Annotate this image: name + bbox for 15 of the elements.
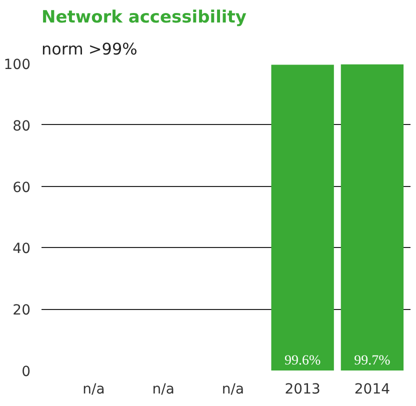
- x-tick-label: n/a: [152, 382, 174, 398]
- y-tick-label: 80: [12, 118, 31, 134]
- y-tick-label: 20: [12, 302, 31, 319]
- x-tick-label: 2014: [354, 382, 390, 398]
- y-tick-label: 60: [12, 180, 31, 196]
- data-label: 99.6%: [284, 354, 322, 368]
- data-label: 99.7%: [354, 354, 391, 368]
- y-tick-label: 100: [4, 57, 31, 73]
- x-tick-label: 2013: [284, 382, 320, 398]
- x-tick-label: n/a: [82, 382, 105, 398]
- chart-subtitle: norm >99%: [42, 40, 138, 58]
- y-tick-label: 40: [12, 241, 31, 258]
- chart-title: Network accessibility: [42, 8, 246, 28]
- x-tick-label: n/a: [222, 382, 244, 398]
- y-tick-label: 0: [22, 364, 31, 380]
